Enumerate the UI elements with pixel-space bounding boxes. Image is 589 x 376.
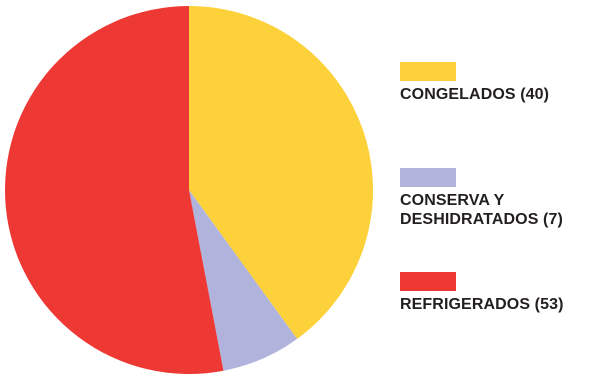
pie-slice-conserva [189, 190, 298, 371]
pie-slices [4, 6, 373, 374]
legend-label-congelados: CONGELADOS (40) [400, 86, 550, 103]
legend-item-conserva: CONSERVA Y DESHIDRATADOS (7) [400, 168, 563, 229]
pie-slice-congelados [189, 6, 373, 339]
legend-label-conserva: CONSERVA Y DESHIDRATADOS (7) [400, 192, 563, 228]
legend-item-congelados: CONGELADOS (40) [400, 62, 549, 104]
legend-swatch-conserva [400, 168, 456, 187]
pie-slice-refrigerados [4, 6, 224, 374]
legend-item-refrigerados: REFRIGERADOS (53) [400, 272, 564, 314]
legend-label-refrigerados: REFRIGERADOS (53) [400, 296, 564, 313]
legend-swatch-congelados [400, 62, 456, 81]
legend-swatch-refrigerados [400, 272, 456, 291]
